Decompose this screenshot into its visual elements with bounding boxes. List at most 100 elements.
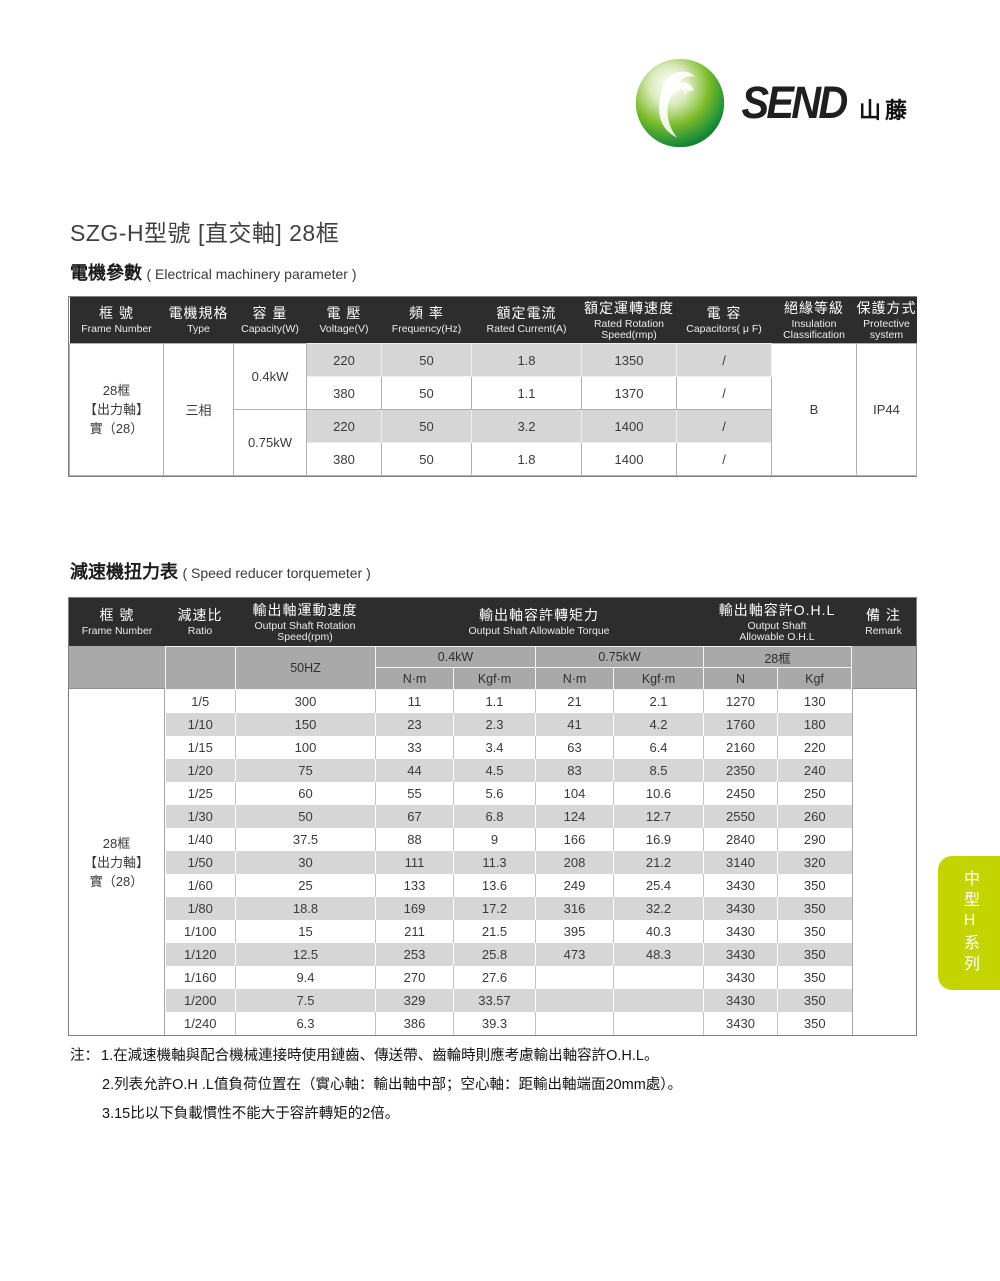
subheader-group-04kw: 0.4kW bbox=[375, 646, 536, 668]
subheader-empty bbox=[165, 646, 236, 690]
cell-type: 三相 bbox=[163, 343, 234, 476]
unit-label: Kgf bbox=[777, 667, 853, 690]
note-line: 3.15比以下負載慣性不能大于容許轉矩的2倍。 bbox=[102, 1100, 682, 1129]
cell-ohl-n: 2550 bbox=[703, 805, 779, 828]
cell-capacity: 0.4kW bbox=[233, 343, 307, 410]
table-row: 1/40 37.5 88 9 166 16.9 2840 290 bbox=[165, 828, 852, 851]
cell-voltage: 220 bbox=[306, 343, 382, 377]
header-label-cn: 電機規格 bbox=[168, 305, 229, 321]
cell-speed: 6.3 bbox=[235, 1012, 376, 1035]
brand-wordmark: SEND 山藤 bbox=[737, 77, 911, 129]
cell-speed: 37.5 bbox=[235, 828, 376, 851]
cell-ohl-n: 2350 bbox=[703, 759, 779, 782]
header-label-cn: 輸出軸運動速度 bbox=[252, 601, 358, 618]
cell-kgfm-04: 3.4 bbox=[453, 736, 536, 759]
header-label-cn: 輸出軸容許轉矩力 bbox=[479, 607, 599, 623]
cell-kgfm-04: 4.5 bbox=[453, 759, 536, 782]
cell-kgfm-075: 8.5 bbox=[613, 759, 705, 782]
section2-title: 減速機扭力表 ( Speed reducer torquemeter ) bbox=[70, 558, 371, 584]
cell-nm-04: 253 bbox=[375, 943, 454, 966]
cell-ratio: 1/10 bbox=[165, 713, 236, 736]
cell-frame: 28框 【出力軸】 實（28） bbox=[69, 343, 164, 476]
cell-nm-04: 67 bbox=[375, 805, 454, 828]
column-header-type: 電機規格 Type bbox=[163, 297, 234, 344]
note-text: 1.在減速機軸與配合機械連接時使用鏈齒、傳送帶、齒輪時則應考慮輸出軸容許O.H.… bbox=[101, 1048, 659, 1064]
cell-kgfm-075 bbox=[613, 989, 705, 1012]
subheader-group-075kw: 0.75kW bbox=[534, 646, 705, 668]
table-row: 28框 【出力軸】 實（28） 三相 0.4kW 220 50 1.8 1350… bbox=[69, 343, 917, 476]
cell-speed: 60 bbox=[235, 782, 376, 805]
torque-data-grid: 50HZ 0.4kW 0.75kW 28框 N·m Kgf·m N·m Kgf·… bbox=[165, 646, 853, 1035]
note-line: 2.列表允許O.H .L值負荷位置在（實心軸：輸出軸中部；空心軸：距輸出軸端面2… bbox=[102, 1071, 682, 1100]
cell-nm-075: 21 bbox=[535, 689, 614, 713]
cell-nm-04: 329 bbox=[375, 989, 454, 1012]
cell-ratio: 1/40 bbox=[165, 828, 236, 851]
unit-label: Kgf·m bbox=[453, 667, 536, 690]
cell-kgfm-04: 17.2 bbox=[453, 897, 536, 920]
cell-kgfm-075: 32.2 bbox=[613, 897, 705, 920]
cell-ohl-kgf: 250 bbox=[777, 782, 852, 805]
cell-current: 1.1 bbox=[471, 376, 582, 410]
cell-ohl-kgf: 220 bbox=[777, 736, 852, 759]
cell-kgfm-04: 33.57 bbox=[453, 989, 536, 1012]
cell-ohl-kgf: 240 bbox=[777, 759, 852, 782]
header-label-cn: 絕緣等級 bbox=[784, 299, 844, 316]
cell-frame: 28框 【出力軸】 實（28） bbox=[83, 835, 149, 889]
column-header-current: 額定電流 Rated Current(A) bbox=[471, 297, 582, 344]
cell-ohl-kgf: 320 bbox=[777, 851, 852, 874]
cell-nm-075: 316 bbox=[535, 897, 614, 920]
cell-speed: 1370 bbox=[581, 376, 677, 410]
cell-nm-075: 208 bbox=[535, 851, 614, 874]
header-label-en: Type bbox=[187, 323, 210, 335]
header-label-cn: 頻 率 bbox=[409, 305, 444, 321]
header-label-en: Capacitors( μ F) bbox=[686, 323, 762, 335]
header-label-cn: 框 號 bbox=[99, 607, 135, 623]
header-label-cn: 保護方式 bbox=[856, 299, 917, 316]
cell-speed: 25 bbox=[235, 874, 376, 897]
header-label-en: Output Shaft Allowable Torque bbox=[468, 625, 610, 637]
cell-nm-04: 23 bbox=[375, 713, 454, 736]
cell-speed: 100 bbox=[235, 736, 376, 759]
cell-speed: 7.5 bbox=[235, 989, 376, 1012]
cell-kgfm-04: 25.8 bbox=[453, 943, 536, 966]
cell-capacitor: / bbox=[676, 442, 772, 476]
cell-ohl-n: 2160 bbox=[703, 736, 779, 759]
cell-ohl-n: 3430 bbox=[703, 966, 779, 989]
cell-speed: 12.5 bbox=[235, 943, 376, 966]
column-header-ratio: 減速比 Ratio bbox=[165, 598, 235, 646]
unit-label: N bbox=[703, 667, 779, 690]
cell-nm-075: 473 bbox=[535, 943, 614, 966]
cell-kgfm-075: 6.4 bbox=[613, 736, 705, 759]
cell-current: 1.8 bbox=[471, 343, 582, 377]
cell-speed: 150 bbox=[235, 713, 376, 736]
cell-ohl-n: 1270 bbox=[703, 689, 779, 713]
table-row: 1/160 9.4 270 27.6 3430 350 bbox=[165, 966, 852, 989]
cell-ratio: 1/25 bbox=[165, 782, 236, 805]
cell-ratio: 1/30 bbox=[165, 805, 236, 828]
table-row: 1/60 25 133 13.6 249 25.4 3430 350 bbox=[165, 874, 852, 897]
header-label-en: Frame Number bbox=[81, 625, 153, 637]
cell-speed: 75 bbox=[235, 759, 376, 782]
cell-kgfm-04: 2.3 bbox=[453, 713, 536, 736]
table-row: 1/100 15 211 21.5 395 40.3 3430 350 bbox=[165, 920, 852, 943]
cell-speed: 18.8 bbox=[235, 897, 376, 920]
cell-capacitor: / bbox=[676, 376, 772, 410]
cell-kgfm-04: 21.5 bbox=[453, 920, 536, 943]
section1-title-en: ( Electrical machinery parameter ) bbox=[146, 266, 357, 282]
torque-table: 框 號 Frame Number 減速比 Ratio 輸出軸運動速度 Output S… bbox=[68, 597, 917, 1036]
cell-nm-04: 270 bbox=[375, 966, 454, 989]
header-label-en: Insulation Classification bbox=[783, 317, 845, 341]
cell-speed: 1350 bbox=[581, 343, 677, 377]
cell-ratio: 1/15 bbox=[165, 736, 236, 759]
section2-title-en: ( Speed reducer torquemeter ) bbox=[182, 565, 371, 581]
note-prefix: 注： bbox=[70, 1048, 99, 1064]
column-header-speed: 輸出軸運動速度 Output Shaft Rotation Speed(rpm) bbox=[235, 598, 375, 646]
cell-frequency: 50 bbox=[381, 343, 472, 377]
table-row: 1/120 12.5 253 25.8 473 48.3 3430 350 bbox=[165, 943, 852, 966]
brand-logo: SEND 山藤 bbox=[633, 56, 911, 150]
cell-ratio: 1/20 bbox=[165, 759, 236, 782]
subheader-row: 50HZ 0.4kW 0.75kW 28框 bbox=[165, 646, 853, 690]
column-header-torque: 輸出軸容許轉矩力 Output Shaft Allowable Torque bbox=[375, 598, 703, 646]
cell-kgfm-04: 6.8 bbox=[453, 805, 536, 828]
cell-ohl-kgf: 130 bbox=[777, 689, 852, 713]
